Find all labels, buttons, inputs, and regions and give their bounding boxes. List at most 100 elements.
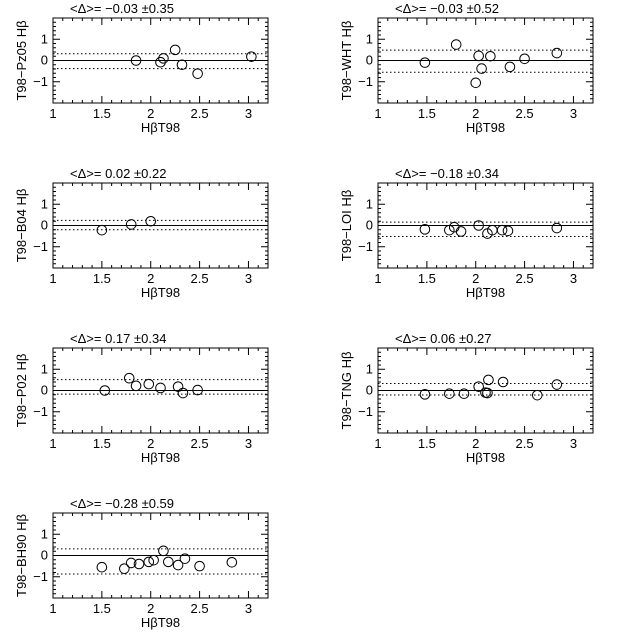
y-tick-label: 1 xyxy=(41,196,48,211)
y-axis-label: T98−B04 Hβ xyxy=(14,189,29,263)
data-point xyxy=(551,379,563,390)
y-tick-label: 0 xyxy=(41,218,48,233)
data-point xyxy=(143,378,155,390)
data-point xyxy=(551,222,563,234)
data-point xyxy=(473,50,484,62)
x-tick-label: 3 xyxy=(245,601,252,616)
x-tick-label: 2.5 xyxy=(191,436,209,451)
x-tick-label: 2 xyxy=(147,106,154,121)
x-tick-label: 2 xyxy=(472,436,479,451)
panel-7: 1 1.5 2 2.5 3 −1 0 1 <Δ>= −0.28 ±0.59 HβT98 T98−BH… xyxy=(14,496,269,630)
x-tick-label: 1 xyxy=(49,436,56,451)
y-axis-label: T98−P02 Hβ xyxy=(14,354,29,428)
data-point xyxy=(419,224,431,235)
x-tick-label: 1.5 xyxy=(93,436,111,451)
data-point xyxy=(483,374,494,386)
data-point xyxy=(497,376,509,388)
x-axis-label: HβT98 xyxy=(466,450,505,465)
x-tick-label: 1 xyxy=(49,601,56,616)
panel-5: 1 1.5 2 2.5 3 −1 0 1 <Δ>= 0.17 ±0.34 HβT98 T98−P02… xyxy=(14,331,269,465)
x-tick-label: 2 xyxy=(472,106,479,121)
y-axis-label: T98−WHT Hβ xyxy=(339,21,354,101)
x-tick-label: 2.5 xyxy=(191,271,209,286)
x-tick-label: 2.5 xyxy=(191,601,209,616)
x-axis-label: HβT98 xyxy=(466,120,505,135)
data-point xyxy=(473,220,484,231)
data-point xyxy=(419,57,431,68)
data-point xyxy=(419,389,431,400)
data-point xyxy=(96,561,108,573)
y-tick-label: −1 xyxy=(33,404,48,419)
y-axis-label: T98−LOI Hβ xyxy=(339,190,354,261)
x-tick-label: 1 xyxy=(49,106,56,121)
x-tick-label: 2 xyxy=(147,601,154,616)
data-point xyxy=(551,47,563,59)
x-tick-label: 2 xyxy=(147,271,154,286)
panel-6: 1 1.5 2 2.5 3 −1 0 1 <Δ>= 0.06 ±0.27 HβT98 T98−TNG… xyxy=(339,331,594,465)
panel-2: 1 1.5 2 2.5 3 −1 0 1 <Δ>= −0.03 ±0.52 HβT98 T98−WH… xyxy=(339,1,594,135)
y-tick-label: 0 xyxy=(41,53,48,68)
x-tick-label: 3 xyxy=(245,436,252,451)
data-point xyxy=(169,44,181,56)
y-tick-label: 1 xyxy=(366,361,373,376)
panel-title: <Δ>= −0.03 ±0.35 xyxy=(70,1,174,16)
panel-3: 1 1.5 2 2.5 3 −1 0 1 <Δ>= 0.02 ±0.22 HβT98 T98−B04… xyxy=(14,166,269,300)
y-tick-label: −1 xyxy=(33,569,48,584)
data-point xyxy=(125,557,137,569)
x-tick-label: 2.5 xyxy=(191,106,209,121)
data-point xyxy=(194,560,205,572)
y-tick-label: 1 xyxy=(41,526,48,541)
x-tick-label: 3 xyxy=(570,436,577,451)
data-point xyxy=(158,545,169,557)
data-point xyxy=(480,387,491,398)
y-axis-label: T98−BH90 Hβ xyxy=(14,514,29,597)
data-point xyxy=(485,50,496,62)
x-tick-label: 2 xyxy=(147,436,154,451)
data-point xyxy=(519,53,530,65)
data-point xyxy=(179,553,191,564)
x-tick-label: 1 xyxy=(374,436,381,451)
data-point xyxy=(531,389,543,401)
data-point xyxy=(502,225,514,237)
data-point xyxy=(96,224,108,236)
x-tick-label: 2.5 xyxy=(516,271,534,286)
y-tick-label: −1 xyxy=(358,74,373,89)
y-axis-label: T98−TNG Hβ xyxy=(339,352,354,430)
x-axis-label: HβT98 xyxy=(141,615,180,630)
data-point xyxy=(155,382,166,394)
data-point xyxy=(226,557,238,568)
x-tick-label: 1.5 xyxy=(418,106,436,121)
panel-title: <Δ>= 0.17 ±0.34 xyxy=(70,331,166,346)
panel-1: 1 1.5 2 2.5 3 −1 0 1 <Δ>= −0.03 ±0.35 HβT98 T98−Pz… xyxy=(14,1,269,135)
y-tick-label: 1 xyxy=(41,31,48,46)
y-tick-label: −1 xyxy=(33,239,48,254)
panel-title: <Δ>= −0.03 ±0.52 xyxy=(395,1,499,16)
data-point xyxy=(145,215,157,227)
panel-title: <Δ>= 0.02 ±0.22 xyxy=(70,166,166,181)
x-tick-label: 1.5 xyxy=(93,601,111,616)
y-tick-label: 1 xyxy=(41,361,48,376)
panel-title: <Δ>= 0.06 ±0.27 xyxy=(395,331,491,346)
data-point xyxy=(504,61,516,73)
panel-title: <Δ>= −0.28 ±0.59 xyxy=(70,496,174,511)
x-tick-label: 1.5 xyxy=(93,271,111,286)
panel-title: <Δ>= −0.18 ±0.34 xyxy=(395,166,499,181)
x-tick-label: 3 xyxy=(570,106,577,121)
y-tick-label: 0 xyxy=(366,53,373,68)
y-tick-label: 0 xyxy=(366,218,373,233)
data-point xyxy=(482,387,493,399)
data-point xyxy=(444,388,455,399)
y-tick-label: 0 xyxy=(41,383,48,398)
x-axis-label: HβT98 xyxy=(141,120,180,135)
data-point xyxy=(130,55,142,66)
x-axis-label: HβT98 xyxy=(141,285,180,300)
data-point xyxy=(476,63,487,74)
y-tick-label: 1 xyxy=(366,196,373,211)
data-point xyxy=(155,56,166,68)
data-point xyxy=(192,384,203,396)
data-point xyxy=(158,53,169,64)
y-tick-label: −1 xyxy=(358,239,373,254)
data-point xyxy=(450,39,462,50)
x-tick-label: 1.5 xyxy=(418,436,436,451)
